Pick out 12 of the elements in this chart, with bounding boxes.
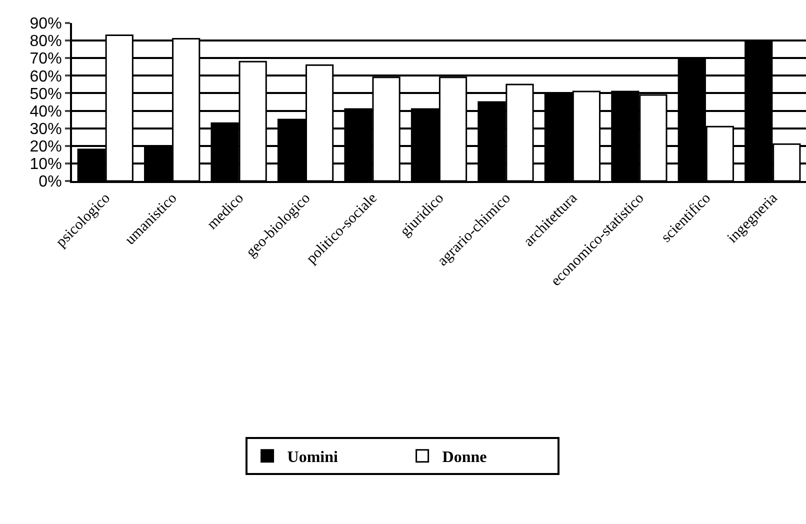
y-tick-label: 40% <box>30 103 62 120</box>
y-tick-label: 0% <box>38 174 62 191</box>
y-tick-label: 30% <box>30 120 62 138</box>
y-tick-label: 20% <box>30 138 62 156</box>
legend-label: Uomini <box>287 449 339 466</box>
y-tick-label: 10% <box>30 156 62 174</box>
y-tick-label: 70% <box>30 50 62 68</box>
y-tick-label: 60% <box>30 68 62 86</box>
y-tick-label: 50% <box>30 86 62 103</box>
y-tick-label: 80% <box>30 33 62 50</box>
legend-label: Donne <box>442 449 487 466</box>
y-tick-label: 90% <box>30 16 62 33</box>
